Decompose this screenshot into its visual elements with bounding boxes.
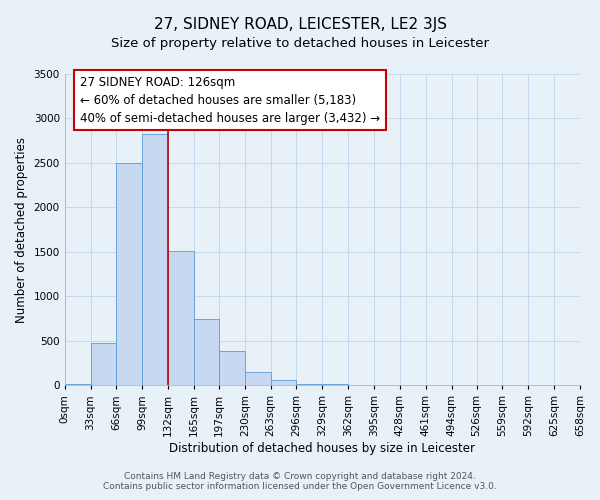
Text: Contains HM Land Registry data © Crown copyright and database right 2024.: Contains HM Land Registry data © Crown c… [124, 472, 476, 481]
Bar [245, 372, 271, 386]
Bar [142, 134, 168, 386]
Text: Size of property relative to detached houses in Leicester: Size of property relative to detached ho… [111, 38, 489, 51]
Bar [322, 384, 348, 386]
Bar [168, 251, 194, 386]
Text: 27 SIDNEY ROAD: 126sqm
← 60% of detached houses are smaller (5,183)
40% of semi-: 27 SIDNEY ROAD: 126sqm ← 60% of detached… [80, 76, 380, 124]
Text: 27, SIDNEY ROAD, LEICESTER, LE2 3JS: 27, SIDNEY ROAD, LEICESTER, LE2 3JS [154, 18, 446, 32]
Bar [91, 344, 116, 386]
Bar [271, 380, 296, 386]
Bar [194, 320, 219, 386]
Text: Contains public sector information licensed under the Open Government Licence v3: Contains public sector information licen… [103, 482, 497, 491]
Bar [219, 350, 245, 386]
Bar [296, 384, 322, 386]
X-axis label: Distribution of detached houses by size in Leicester: Distribution of detached houses by size … [169, 442, 475, 455]
Bar [116, 163, 142, 386]
Bar [65, 384, 91, 386]
Y-axis label: Number of detached properties: Number of detached properties [15, 136, 28, 322]
